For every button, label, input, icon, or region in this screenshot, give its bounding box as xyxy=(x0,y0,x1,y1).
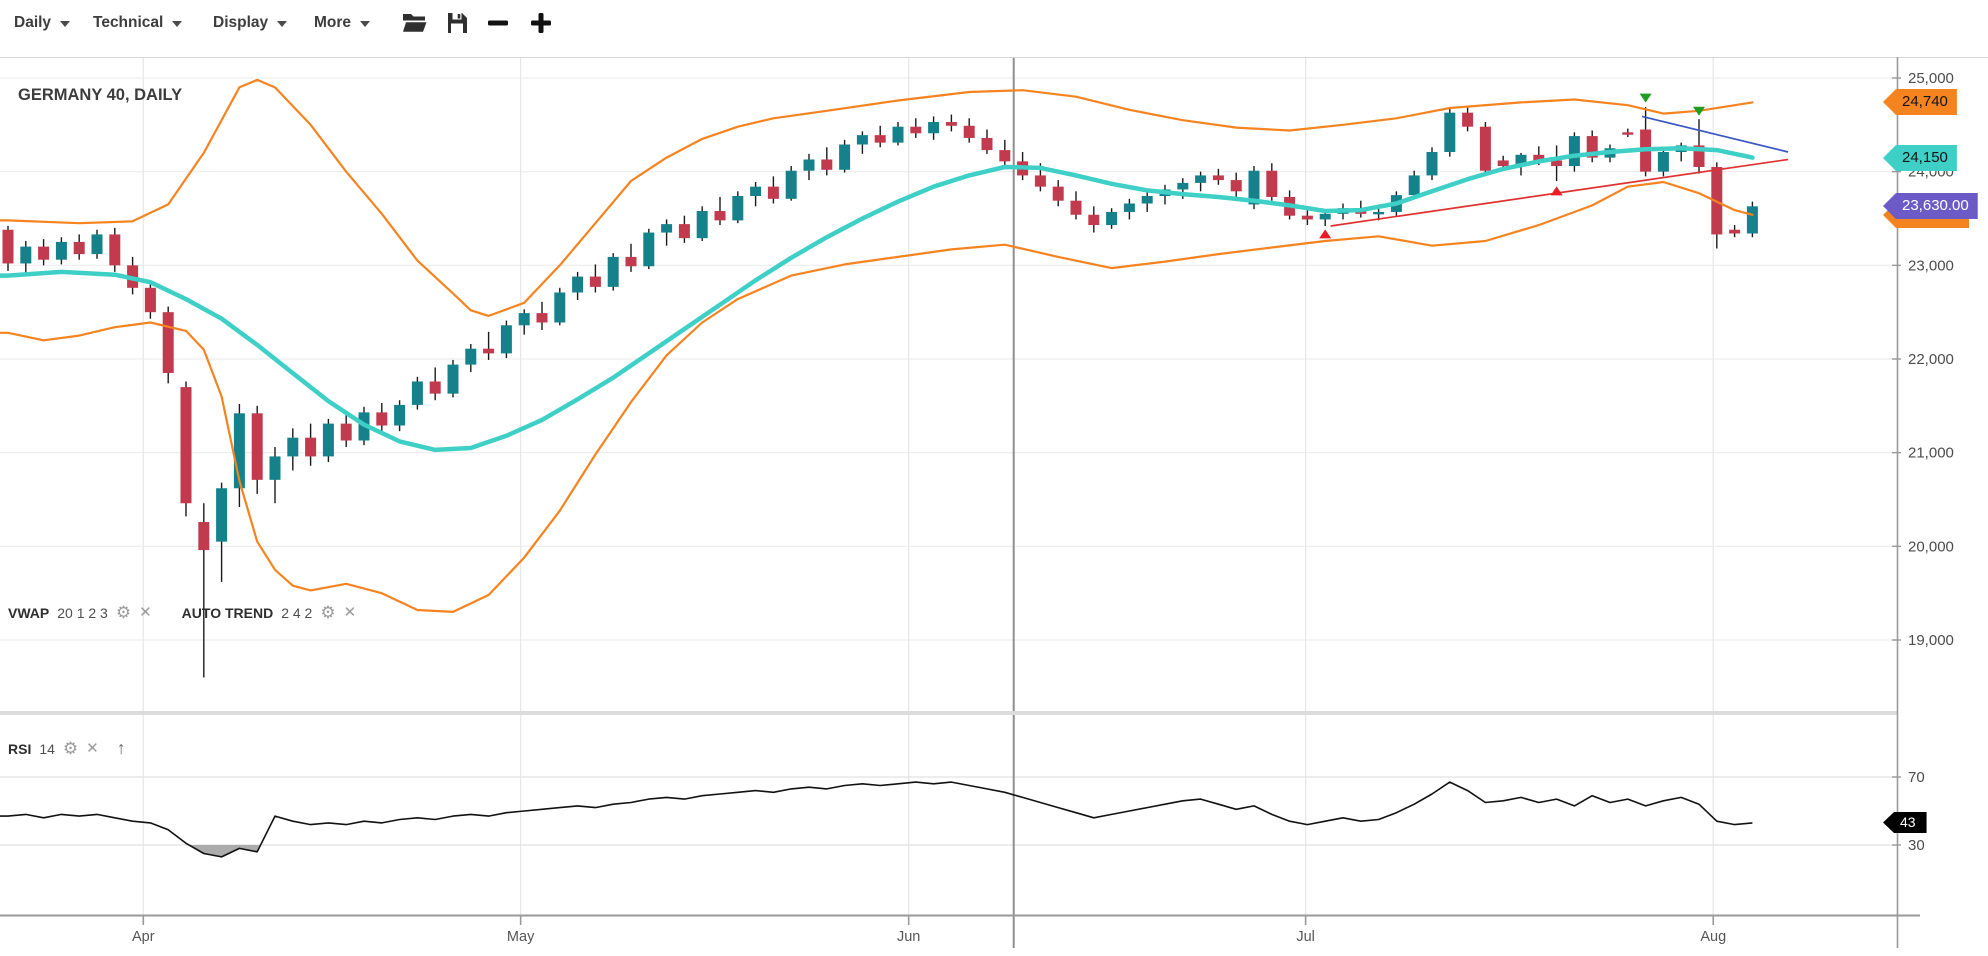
chevron-down-icon xyxy=(277,21,288,27)
menu-more-label: More xyxy=(314,14,352,31)
rsi-legend-row: RSI 14 ⚙ ✕ ↑ xyxy=(8,738,126,759)
autotrend-indicator-params: 2 4 2 xyxy=(281,604,313,621)
rsi-settings-gear-icon[interactable]: ⚙ xyxy=(62,739,79,758)
svg-text:25,000: 25,000 xyxy=(1908,70,1954,87)
menu-display-label: Display xyxy=(213,14,269,31)
upper-band-tag: 24,740 xyxy=(1883,89,1957,115)
open-chart-button[interactable] xyxy=(399,7,431,39)
svg-text:19,000: 19,000 xyxy=(1908,632,1954,649)
menu-technical-label: Technical xyxy=(93,14,164,31)
vwap-tag: 24,150 xyxy=(1883,145,1957,171)
vwap-indicator-label: VWAP xyxy=(8,604,50,621)
minus-icon xyxy=(488,20,508,26)
autotrend-indicator-label: AUTO TREND xyxy=(181,604,274,621)
vwap-indicator-params: 20 1 2 3 xyxy=(57,604,108,621)
save-chart-button[interactable] xyxy=(441,7,473,39)
menu-technical[interactable]: Technical xyxy=(93,9,183,37)
last-price-tag: 23,630.00 xyxy=(1883,193,1978,219)
autotrend-settings-gear-icon[interactable]: ⚙ xyxy=(320,603,336,622)
chevron-down-icon xyxy=(360,21,371,27)
rsi-move-up-arrow-icon[interactable]: ↑ xyxy=(116,738,126,758)
svg-text:30: 30 xyxy=(1908,837,1925,854)
svg-text:Jun: Jun xyxy=(897,929,920,945)
svg-text:20,000: 20,000 xyxy=(1908,538,1954,555)
menu-more[interactable]: More xyxy=(314,9,371,37)
zoom-out-button[interactable] xyxy=(482,7,514,39)
svg-text:70: 70 xyxy=(1908,769,1925,786)
svg-text:22,000: 22,000 xyxy=(1908,351,1954,368)
indicator-legend-row: VWAP 20 1 2 3 ⚙ ✕ AUTO TREND 2 4 2 ⚙ ✕ xyxy=(8,604,356,621)
menu-timeframe[interactable]: Daily xyxy=(14,9,71,37)
svg-text:Apr: Apr xyxy=(132,929,155,945)
rsi-indicator-params: 14 xyxy=(39,740,55,757)
rsi-remove-icon[interactable]: ✕ xyxy=(86,740,99,757)
vwap-remove-icon[interactable]: ✕ xyxy=(139,604,152,621)
rsi-indicator-label: RSI xyxy=(8,740,32,757)
svg-text:Jul: Jul xyxy=(1296,929,1315,945)
svg-text:21,000: 21,000 xyxy=(1908,445,1954,462)
rsi-value-tag: 43 xyxy=(1883,812,1927,833)
zoom-in-button[interactable] xyxy=(525,7,557,39)
menu-display[interactable]: Display xyxy=(213,9,288,37)
folder-open-icon xyxy=(401,14,429,34)
save-icon xyxy=(448,13,467,33)
plus-icon xyxy=(531,13,551,33)
chevron-down-icon xyxy=(172,21,183,27)
svg-text:23,000: 23,000 xyxy=(1908,257,1954,274)
chevron-down-icon xyxy=(60,21,71,27)
svg-text:May: May xyxy=(507,929,535,945)
autotrend-remove-icon[interactable]: ✕ xyxy=(343,604,357,621)
menu-timeframe-label: Daily xyxy=(14,14,52,31)
svg-text:Aug: Aug xyxy=(1700,929,1726,945)
vwap-settings-gear-icon[interactable]: ⚙ xyxy=(115,603,132,622)
chart-title: GERMANY 40, DAILY xyxy=(18,86,183,104)
toolbar: Daily Technical Display More xyxy=(0,0,1988,57)
